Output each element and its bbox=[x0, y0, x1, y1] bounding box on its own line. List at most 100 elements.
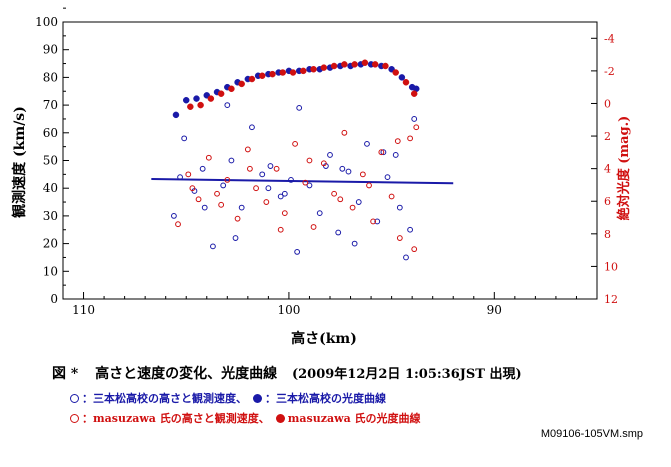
series-0-point bbox=[220, 182, 227, 189]
y-right-tick-label: 12 bbox=[604, 293, 618, 306]
series-0-point bbox=[374, 218, 381, 225]
y-left-tick-label: 10 bbox=[43, 264, 58, 278]
figure-title: 高さと速度の変化、光度曲線 bbox=[95, 366, 278, 382]
y-left-tick-label: 30 bbox=[43, 209, 58, 223]
series-0-point bbox=[296, 104, 303, 111]
y-left-tick-label: 40 bbox=[43, 181, 58, 195]
series-2-point bbox=[182, 96, 190, 104]
y-axis-left-label: 観測速度 (km/s) bbox=[11, 106, 28, 218]
series-1-point bbox=[306, 157, 313, 164]
series-0-point bbox=[201, 204, 208, 211]
series-3-point bbox=[351, 61, 358, 68]
series-0-point bbox=[316, 210, 323, 217]
y-right-tick-label: 8 bbox=[604, 228, 611, 241]
y-left-tick-label: 80 bbox=[43, 70, 58, 84]
x-axis-label: 高さ(km) bbox=[291, 330, 357, 347]
y-right-tick-label: 4 bbox=[604, 163, 611, 176]
series-1-point bbox=[205, 154, 212, 161]
series-1-point bbox=[370, 218, 377, 225]
series-0-point bbox=[267, 163, 274, 169]
y-left-tick-label: 50 bbox=[43, 154, 58, 168]
legend-text-masuzawa-lightcurve: masuzawa 氏の光度曲線 bbox=[287, 412, 421, 425]
series-3-point bbox=[197, 101, 204, 109]
series-3-point bbox=[341, 61, 348, 68]
series-0-point bbox=[384, 174, 391, 181]
series-0-point bbox=[306, 182, 313, 189]
series-1-point bbox=[407, 135, 414, 142]
series-1-point bbox=[413, 124, 420, 131]
y-right-tick-label: 10 bbox=[604, 260, 618, 273]
series-3-point bbox=[258, 72, 266, 80]
plot-frame bbox=[62, 21, 598, 300]
series-1-point bbox=[394, 138, 401, 145]
series-3-point bbox=[289, 69, 297, 76]
series-0-point bbox=[232, 235, 239, 241]
series-0-point bbox=[380, 149, 387, 156]
series-2-point bbox=[193, 95, 200, 102]
series-0-point bbox=[265, 185, 272, 192]
series-1-point bbox=[378, 149, 385, 156]
series-1-point bbox=[341, 129, 348, 136]
series-1-point bbox=[218, 201, 225, 208]
y-right-tick-label: 2 bbox=[604, 130, 611, 143]
series-0-point bbox=[238, 204, 245, 211]
legend-filled-circle-blue-icon bbox=[253, 394, 262, 403]
series-0-point bbox=[210, 243, 216, 250]
y-left-tick-label: 90 bbox=[43, 43, 58, 57]
series-1-point bbox=[359, 171, 366, 178]
series-0-point bbox=[403, 254, 409, 261]
series-1-point bbox=[331, 190, 338, 197]
series-1-point bbox=[396, 235, 403, 241]
series-0-point bbox=[294, 249, 301, 255]
series-1-point bbox=[277, 226, 284, 233]
series-1-point bbox=[214, 190, 220, 197]
series-3-point bbox=[300, 67, 307, 75]
y-right-tick-label: -2 bbox=[604, 65, 615, 78]
series-0-point bbox=[199, 165, 206, 172]
series-1-point bbox=[281, 210, 288, 217]
series-1-point bbox=[263, 199, 270, 205]
series-0-point bbox=[177, 174, 183, 181]
series-3-point bbox=[207, 95, 215, 102]
marks-layer bbox=[151, 59, 454, 261]
y-left-tick-label: 60 bbox=[43, 126, 58, 140]
figure-caption: 図 * 高さと速度の変化、光度曲線 (2009年12月2日 1:05:36JST… bbox=[52, 363, 522, 383]
x-tick-label: 90 bbox=[487, 303, 502, 317]
series-3-point bbox=[371, 61, 379, 68]
series-3-point bbox=[361, 59, 369, 66]
x-tick-label: 110 bbox=[72, 303, 95, 317]
y-left-tick-label: 0 bbox=[50, 292, 58, 306]
series-1-point bbox=[185, 171, 192, 178]
velocity-trend-line bbox=[151, 178, 454, 185]
legend-text-sanbonmatsu-lightcurve: ：三本松高校の光度曲線 bbox=[265, 392, 386, 405]
series-3-point bbox=[392, 69, 399, 76]
series-1-point bbox=[273, 165, 280, 172]
series-1-point bbox=[302, 179, 309, 186]
series-3-point bbox=[402, 79, 410, 86]
series-3-point bbox=[382, 62, 389, 70]
series-0-point bbox=[396, 204, 403, 211]
series-1-point bbox=[247, 165, 253, 172]
series-0-point bbox=[259, 171, 266, 178]
y-right-tick-label: 6 bbox=[604, 195, 611, 208]
figure-label: 図 * bbox=[52, 366, 79, 382]
series-1-point bbox=[292, 140, 298, 147]
series-0-point bbox=[364, 140, 370, 147]
series-3-point bbox=[187, 103, 194, 110]
series-1-point bbox=[337, 196, 344, 203]
series-0-point bbox=[407, 226, 414, 233]
series-1-point bbox=[349, 204, 356, 211]
y-axis-right-label: 絶対光度 (mag.) bbox=[616, 116, 632, 222]
y-right-tick-label: 0 bbox=[604, 97, 611, 110]
series-0-point bbox=[345, 168, 352, 175]
series-1-point bbox=[366, 182, 372, 189]
series-2-point bbox=[172, 111, 180, 119]
legend-text-sanbonmatsu-velocity: ：三本松高校の高さと観測速度、 bbox=[82, 392, 247, 405]
series-3-point bbox=[279, 69, 287, 76]
y-right-tick-label: -4 bbox=[604, 32, 615, 45]
series-0-point bbox=[339, 165, 346, 172]
series-3-point bbox=[238, 80, 245, 88]
series-0-point bbox=[335, 229, 342, 236]
series-3-point bbox=[228, 85, 235, 93]
